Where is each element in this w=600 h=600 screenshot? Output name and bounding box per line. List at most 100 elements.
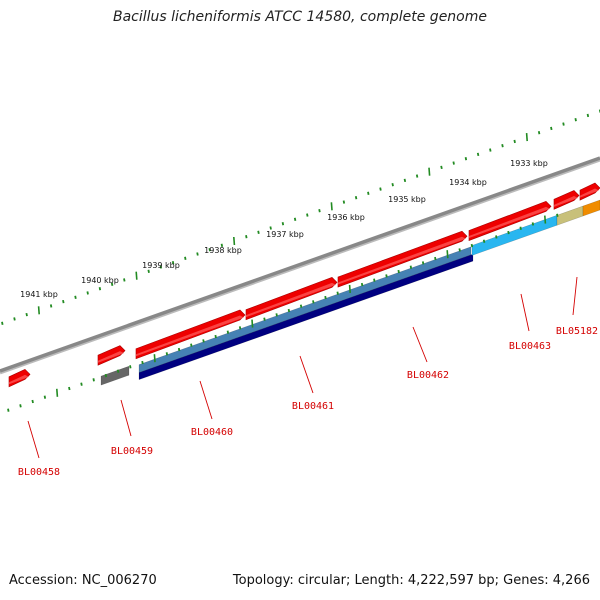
inner-minor-tick: [519, 226, 522, 230]
backbone-line: [0, 156, 600, 373]
outer-minor-tick: [586, 113, 590, 118]
inner-minor-tick: [165, 352, 169, 356]
outer-major-tick: [233, 236, 236, 246]
inner-major-tick: [153, 354, 156, 363]
genome-title: Bacillus licheniformis ATCC 14580, compl…: [113, 9, 487, 25]
outer-major-tick: [525, 132, 528, 142]
inner-minor-tick: [434, 256, 437, 261]
inner-minor-tick: [397, 269, 400, 274]
outer-minor-tick: [452, 161, 455, 165]
outer-minor-tick: [110, 282, 114, 286]
outer-major-tick: [428, 167, 431, 176]
outer-minor-tick: [257, 230, 260, 235]
outer-minor-tick: [293, 217, 297, 222]
outer-minor-tick: [501, 144, 504, 148]
inner-minor-tick: [177, 347, 181, 352]
leader-line: [520, 293, 530, 332]
inner-minor-tick: [202, 339, 205, 343]
inner-minor-tick: [129, 365, 132, 369]
leader-line: [412, 326, 428, 363]
gene-label-bl00460: BL00460: [191, 427, 233, 438]
track-orange: [582, 199, 600, 217]
inner-minor-tick: [190, 343, 193, 347]
inner-minor-tick: [458, 248, 461, 252]
cds-bl00463-highlight: [469, 206, 550, 239]
kbp-label: 1941 kbp: [20, 290, 58, 299]
inner-minor-tick: [385, 274, 388, 278]
outer-minor-tick: [62, 299, 65, 304]
outer-minor-tick: [367, 191, 370, 196]
inner-minor-tick: [409, 265, 413, 269]
inner-minor-tick: [92, 378, 95, 382]
gene-label-bl00458: BL00458: [18, 467, 60, 478]
outer-minor-tick: [171, 260, 175, 265]
cds-bl00462-highlight: [338, 236, 466, 285]
kbp-label: 1934 kbp: [449, 178, 487, 187]
inner-minor-tick: [7, 408, 10, 412]
outer-minor-tick: [159, 265, 163, 269]
outer-minor-tick: [1, 321, 4, 325]
accession-text: Accession: NC_006270: [9, 573, 157, 588]
cds-bl00461-highlight: [246, 282, 336, 318]
kbp-label: 1933 kbp: [510, 159, 548, 168]
inner-major-tick: [348, 284, 351, 293]
outer-minor-tick: [25, 312, 28, 317]
kbp-scale-labels: 1941 kbp 1940 kbp 1939 kbp 1938 kbp 1937 kbp…: [20, 159, 548, 299]
outer-major-tick: [330, 202, 333, 211]
inner-minor-tick: [141, 360, 144, 365]
inner-minor-tick: [312, 300, 315, 304]
inner-minor-tick: [68, 386, 71, 391]
outer-minor-tick: [306, 213, 309, 217]
gene-label-bl00463: BL00463: [509, 341, 551, 352]
backbone-shadow: [0, 158, 600, 375]
kbp-label: 1935 kbp: [388, 195, 426, 204]
track-khaki: [556, 205, 584, 226]
gene-label-bl00461: BL00461: [292, 401, 334, 412]
inner-minor-tick: [238, 326, 242, 330]
outer-minor-tick: [537, 131, 541, 135]
kbp-label: 1937 kbp: [266, 230, 304, 239]
kbp-label: 1940 kbp: [81, 276, 119, 285]
inner-minor-tick: [214, 334, 217, 339]
outer-minor-tick: [342, 200, 346, 204]
track-navy: [138, 253, 474, 381]
inner-major-tick: [251, 319, 254, 328]
inner-minor-tick: [19, 404, 22, 408]
outer-minor-tick: [489, 148, 492, 152]
inner-minor-tick: [80, 382, 83, 386]
outer-minor-tick: [184, 256, 187, 261]
outer-minor-tick: [220, 243, 224, 248]
outer-minor-tick: [123, 278, 126, 282]
outer-minor-tick: [562, 122, 565, 126]
outer-minor-tick: [208, 247, 211, 252]
outer-major-tick: [135, 271, 138, 280]
outer-minor-tick: [147, 269, 150, 273]
cds-bl00459-highlight: [98, 351, 124, 363]
leader-line: [299, 355, 314, 394]
inner-minor-tick: [104, 373, 108, 378]
inner-minor-tick: [470, 243, 474, 248]
gene-label-leaders: [27, 276, 578, 459]
leader-line: [572, 276, 578, 316]
cds-bl00458-highlight: [9, 374, 29, 385]
inner-minor-tick: [275, 313, 278, 317]
inner-minor-tick: [324, 295, 327, 300]
outer-minor-tick: [550, 126, 553, 131]
outer-minor-tick: [86, 291, 89, 295]
outer-minor-tick: [476, 152, 480, 157]
inner-minor-tick: [116, 369, 120, 373]
inner-minor-tick: [421, 261, 425, 265]
cds-bl00460-highlight: [136, 315, 244, 357]
outer-minor-tick: [281, 222, 285, 226]
gene-features: [8, 182, 600, 388]
outer-minor-tick: [318, 209, 321, 213]
gene-label-bl00459: BL00459: [111, 446, 153, 457]
genome-backbone: [0, 156, 600, 375]
inner-major-tick: [56, 388, 59, 397]
outer-minor-tick: [464, 157, 468, 161]
outer-minor-tick: [245, 234, 248, 239]
kbp-label: 1936 kbp: [327, 213, 365, 222]
inner-major-tick: [544, 215, 547, 224]
outer-scale-ticks: [1, 109, 600, 325]
inner-minor-tick: [495, 235, 498, 239]
